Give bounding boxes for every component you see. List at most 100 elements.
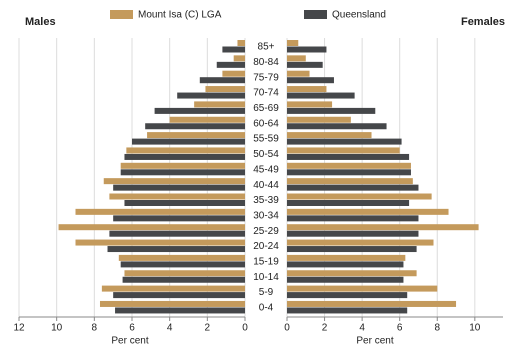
bar bbox=[287, 132, 372, 139]
bar bbox=[113, 215, 246, 222]
x-tick-label: 4 bbox=[359, 323, 365, 334]
bar bbox=[287, 46, 327, 53]
category-label: 30-34 bbox=[253, 210, 279, 221]
x-tick-label: 4 bbox=[167, 323, 173, 334]
category-label: 55-59 bbox=[253, 134, 279, 145]
legend-swatch bbox=[304, 10, 327, 19]
x-tick-label: 8 bbox=[434, 323, 440, 334]
bar bbox=[287, 101, 333, 108]
bar bbox=[287, 215, 419, 222]
bar bbox=[287, 261, 404, 268]
category-label: 0-4 bbox=[259, 303, 274, 314]
bar bbox=[103, 178, 245, 185]
bar bbox=[205, 86, 245, 93]
bar bbox=[124, 153, 245, 160]
bar bbox=[287, 138, 402, 145]
bar bbox=[177, 92, 245, 99]
category-label: 80-84 bbox=[253, 57, 279, 68]
legend-swatch bbox=[110, 10, 133, 19]
category-label: 85+ bbox=[258, 42, 275, 53]
bar bbox=[101, 285, 245, 292]
bar bbox=[287, 61, 323, 68]
bar bbox=[287, 230, 419, 237]
bar bbox=[120, 162, 245, 169]
bar bbox=[122, 276, 245, 283]
bar bbox=[287, 193, 432, 200]
bar bbox=[118, 254, 245, 261]
left-x-label: Per cent bbox=[111, 336, 148, 347]
bar bbox=[194, 101, 245, 108]
bar bbox=[126, 147, 245, 154]
bar bbox=[99, 300, 245, 307]
x-tick-label: 0 bbox=[242, 323, 248, 334]
bar bbox=[287, 116, 351, 123]
x-tick-label: 2 bbox=[322, 323, 328, 334]
bar bbox=[120, 169, 245, 176]
x-tick-label: 8 bbox=[92, 323, 98, 334]
bar bbox=[287, 70, 310, 77]
category-label: 5-9 bbox=[259, 287, 274, 298]
bar bbox=[287, 147, 400, 154]
bar bbox=[113, 292, 246, 299]
bar bbox=[287, 239, 434, 246]
x-tick-label: 2 bbox=[205, 323, 211, 334]
bar bbox=[287, 40, 299, 46]
bar bbox=[113, 184, 246, 191]
bar bbox=[287, 254, 406, 261]
x-tick-label: 10 bbox=[51, 323, 63, 334]
left-title: Males bbox=[25, 16, 56, 28]
bar bbox=[287, 86, 327, 93]
category-label: 35-39 bbox=[253, 195, 279, 206]
x-tick-label: 12 bbox=[13, 323, 25, 334]
legend-label: Mount Isa (C) LGA bbox=[138, 10, 222, 21]
category-label: 65-69 bbox=[253, 103, 279, 114]
bar bbox=[287, 169, 411, 176]
bar bbox=[115, 307, 245, 314]
bar bbox=[58, 224, 245, 231]
x-tick-label: 10 bbox=[469, 323, 481, 334]
category-label: 20-24 bbox=[253, 241, 279, 252]
bar bbox=[287, 107, 376, 114]
bar bbox=[124, 270, 245, 277]
bar bbox=[199, 77, 245, 84]
bar bbox=[287, 77, 334, 84]
bar bbox=[287, 276, 404, 283]
category-label: 50-54 bbox=[253, 149, 279, 160]
bar bbox=[124, 200, 245, 206]
bar bbox=[287, 208, 449, 215]
bar bbox=[222, 70, 245, 77]
bar bbox=[287, 92, 355, 99]
category-label: 75-79 bbox=[253, 72, 279, 83]
category-label: 40-44 bbox=[253, 180, 279, 191]
bar bbox=[75, 239, 245, 246]
bar bbox=[147, 132, 245, 139]
category-label: 70-74 bbox=[253, 88, 279, 99]
bar bbox=[287, 300, 457, 307]
x-tick-label: 6 bbox=[397, 323, 403, 334]
bar bbox=[287, 184, 419, 191]
bar bbox=[287, 123, 387, 130]
bar bbox=[287, 307, 408, 314]
bar bbox=[75, 208, 245, 215]
bar bbox=[287, 200, 410, 206]
bar bbox=[287, 162, 411, 169]
category-label: 60-64 bbox=[253, 118, 279, 129]
bar bbox=[287, 285, 438, 292]
legend-label: Queensland bbox=[332, 10, 386, 21]
bar bbox=[216, 61, 245, 68]
bar bbox=[222, 46, 245, 53]
bar bbox=[154, 107, 245, 114]
x-tick-label: 6 bbox=[129, 323, 135, 334]
bar bbox=[237, 40, 245, 46]
bar bbox=[287, 292, 408, 299]
bar bbox=[287, 224, 479, 231]
bar bbox=[287, 178, 413, 185]
bar bbox=[145, 123, 245, 130]
category-label: 10-14 bbox=[253, 272, 279, 283]
bar bbox=[169, 116, 245, 123]
bar bbox=[287, 246, 417, 253]
bar bbox=[132, 138, 245, 145]
bar bbox=[287, 153, 410, 160]
